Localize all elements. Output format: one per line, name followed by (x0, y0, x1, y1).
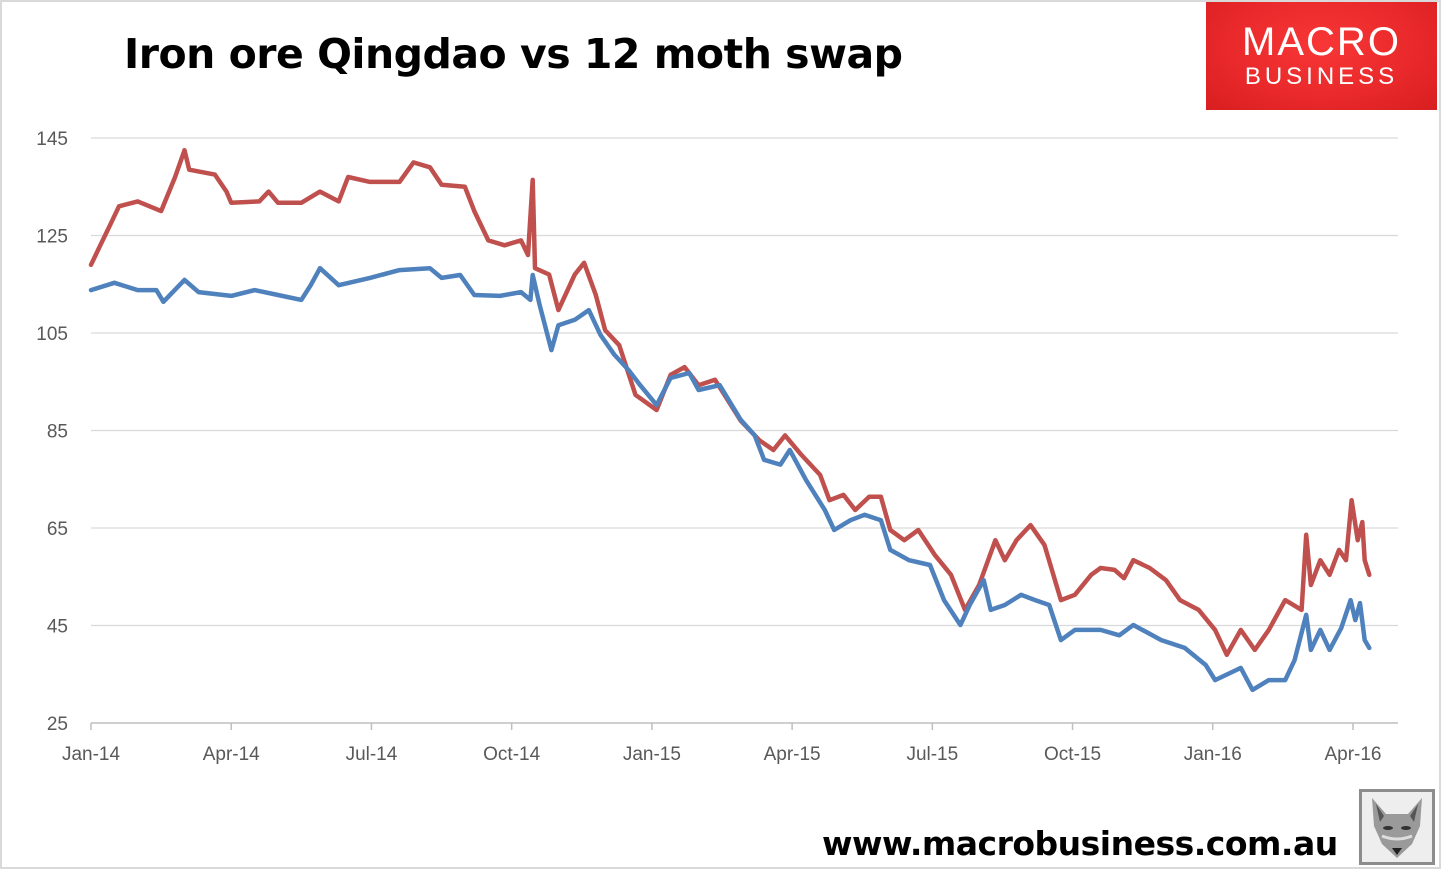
y-tick-label: 45 (47, 617, 68, 638)
logo-line1: MACRO (1242, 20, 1401, 64)
x-tick-label: Jan-16 (1184, 744, 1242, 765)
series-line-swap (88, 265, 1372, 693)
website-url[interactable]: www.macrobusiness.com.au (822, 824, 1338, 863)
chart-title: Iron ore Qingdao vs 12 moth swap (124, 30, 903, 78)
y-tick-label: 85 (47, 422, 68, 443)
x-tick-label: Oct-15 (1044, 744, 1101, 765)
x-tick-label: Jan-15 (623, 744, 681, 765)
fox-logo-icon (1359, 789, 1435, 865)
y-tick-label: 65 (47, 519, 68, 540)
x-tick-label: Apr-14 (203, 744, 260, 765)
x-tick-label: Oct-14 (483, 744, 540, 765)
y-tick-label: 105 (36, 324, 68, 345)
y-tick-label: 145 (36, 129, 68, 150)
x-tick-label: Jul-14 (346, 744, 398, 765)
x-tick-label: Jan-14 (62, 744, 121, 765)
y-tick-label: 125 (36, 227, 68, 248)
series-line-qingdao (88, 147, 1372, 658)
macrobusiness-logo[interactable]: MACRO BUSINESS (1206, 2, 1437, 110)
x-tick-label: Apr-15 (764, 744, 821, 765)
logo-line2: BUSINESS (1244, 63, 1399, 90)
x-tick-label: Apr-16 (1324, 744, 1381, 765)
x-tick-label: Jul-15 (906, 744, 958, 765)
y-tick-label: 25 (47, 714, 68, 735)
